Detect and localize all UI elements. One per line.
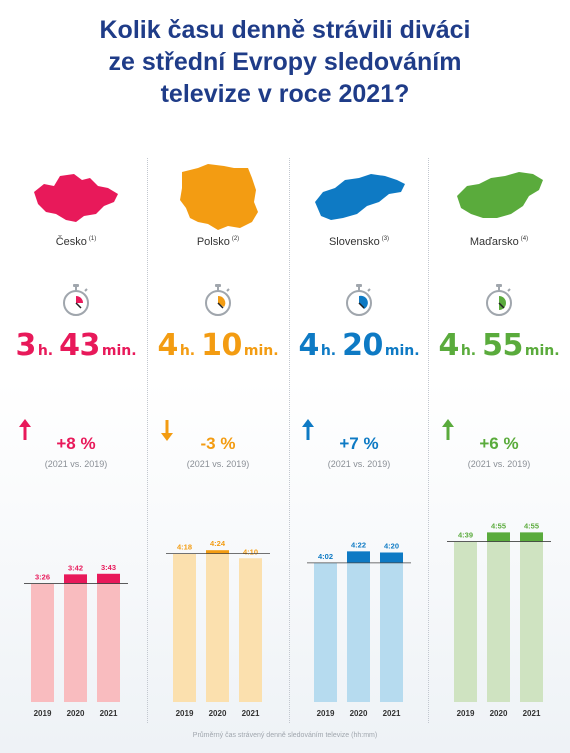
arrow-up-icon (442, 419, 454, 440)
slovakia-map-icon (315, 174, 405, 220)
stopwatch-icon (63, 284, 89, 316)
page-title: Kolik času denně strávili diváci ze stře… (99, 16, 471, 108)
change-percent: -3 % (200, 434, 236, 453)
data-label: 4:02 (318, 552, 333, 561)
change-percent: +6 % (479, 434, 519, 453)
arrow-down-icon (161, 420, 173, 441)
bar-increment (206, 550, 229, 554)
total-time: 4 h. 20 min. (298, 328, 420, 363)
x-tick-label: 2019 (34, 709, 52, 718)
data-label: 4:55 (491, 521, 506, 530)
bar-increment (380, 552, 403, 563)
bar-chart-madarsko: 4:39 2019 4:55 2020 4:55 2021 (447, 521, 551, 718)
change-percent: +8 % (56, 434, 96, 453)
x-tick-label: 2021 (523, 709, 541, 718)
bar-increment (97, 573, 120, 584)
x-tick-label: 2020 (209, 709, 227, 718)
poland-map-icon (180, 164, 258, 230)
x-tick-label: 2020 (350, 709, 368, 718)
stopwatch-icon (346, 284, 372, 316)
change-percent: +7 % (339, 434, 379, 453)
hungary-map-icon (457, 172, 543, 218)
column-divider (147, 158, 148, 723)
bar (64, 583, 87, 702)
comparison-period: (2021 vs. 2019) (467, 459, 531, 469)
country-name: Česko (1) (55, 236, 97, 248)
stopwatch-icon (205, 284, 231, 316)
bar (520, 541, 543, 702)
country-column-slovensko: Slovensko (3) 4 h. 20 min. +7 % (2021 vs. 20… (289, 150, 429, 750)
bar-increment (64, 574, 87, 584)
bar (31, 583, 54, 702)
x-tick-label: 2021 (242, 709, 260, 718)
comparison-period: (2021 vs. 2019) (44, 459, 108, 469)
data-label: 4:20 (384, 542, 399, 551)
comparison-period: (2021 vs. 2019) (186, 459, 250, 469)
bar (206, 553, 229, 702)
total-time: 3 h. 43 min. (15, 328, 137, 363)
bar (380, 562, 403, 702)
data-label: 3:26 (35, 573, 50, 582)
data-label: 4:24 (210, 539, 226, 548)
data-label: 4:10 (243, 547, 258, 556)
czech-map-icon (34, 174, 118, 222)
chart-footnote: Průměrný čas strávený denně sledováním t… (192, 732, 378, 739)
data-label: 4:39 (458, 531, 473, 540)
bar (314, 562, 337, 702)
x-tick-label: 2019 (176, 709, 194, 718)
data-label: 3:42 (68, 563, 83, 572)
x-tick-label: 2019 (457, 709, 475, 718)
column-divider (289, 158, 290, 723)
bar (97, 583, 120, 702)
country-name: Slovensko (3) (328, 236, 390, 248)
bar-chart-slovensko: 4:02 2019 4:22 2020 4:20 2021 (307, 540, 411, 718)
bar (239, 558, 262, 702)
total-time: 4 h. 10 min. (157, 328, 279, 363)
bar (454, 541, 477, 702)
arrow-up-icon (19, 419, 31, 440)
stopwatch-icon (486, 284, 512, 316)
country-name: Polsko (2) (196, 236, 240, 248)
bar-increment (347, 551, 370, 563)
x-tick-label: 2021 (383, 709, 401, 718)
country-column-madarsko: Maďarsko (4) 4 h. 55 min. +6 % (2021 vs. 201… (429, 150, 569, 750)
x-tick-label: 2019 (317, 709, 335, 718)
bar-chart-polsko: 4:18 2019 4:24 2020 4:10 2021 (166, 539, 270, 718)
x-tick-label: 2020 (490, 709, 508, 718)
column-divider (428, 158, 429, 723)
country-column-polsko: Polsko (2) 4 h. 10 min. -3 % (2021 vs. 2019)… (148, 150, 288, 750)
data-label: 4:55 (524, 521, 539, 530)
country-name: Maďarsko (4) (469, 236, 529, 248)
country-column-cesko: Česko (1) 3 h. 43 min. +8 % (2021 vs. 2019) … (6, 150, 146, 750)
data-label: 3:43 (101, 563, 116, 572)
comparison-period: (2021 vs. 2019) (327, 459, 391, 469)
bar-increment (487, 532, 510, 542)
x-tick-label: 2020 (67, 709, 85, 718)
bar (347, 562, 370, 702)
bar (173, 553, 196, 702)
data-label: 4:22 (351, 540, 366, 549)
bar-chart-cesko: 3:26 2019 3:42 2020 3:43 2021 (24, 563, 128, 718)
bar-increment (520, 532, 543, 542)
data-label: 4:18 (177, 543, 192, 552)
x-tick-label: 2021 (100, 709, 118, 718)
total-time: 4 h. 55 min. (438, 328, 560, 363)
bar (487, 541, 510, 702)
arrow-up-icon (302, 419, 314, 440)
